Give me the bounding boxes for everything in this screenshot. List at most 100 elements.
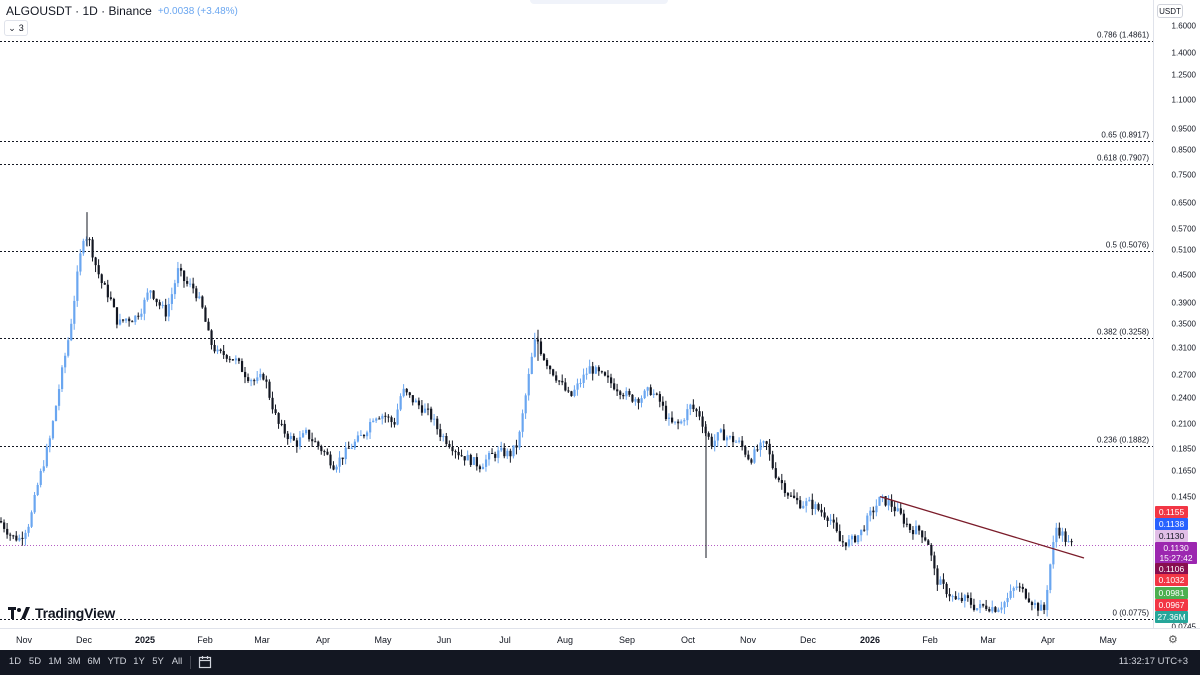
candle	[353, 439, 356, 450]
candle-body	[555, 375, 558, 381]
range-button-1y[interactable]: 1Y	[133, 656, 145, 667]
time-tick: Apr	[315, 635, 331, 645]
time-scale[interactable]: ⚙ Nov Dec 2025 Feb Mar Apr May Jun Jul Aug Sep Oct N…	[0, 628, 1200, 650]
time-tick: Apr	[1040, 635, 1056, 645]
candle	[228, 356, 231, 363]
candle-body	[869, 510, 872, 516]
candle-body	[289, 436, 292, 440]
candle	[1024, 588, 1027, 600]
candle-body	[948, 594, 951, 597]
candle	[667, 413, 671, 426]
candle	[271, 391, 274, 414]
candle	[765, 440, 768, 451]
price-tick: 1.2500	[1171, 70, 1196, 80]
candle	[411, 395, 414, 406]
candle-body	[219, 349, 222, 352]
candle	[109, 291, 112, 301]
candle	[390, 415, 393, 428]
candle	[149, 290, 152, 299]
candle	[854, 534, 857, 544]
candle-body	[338, 457, 341, 467]
candle-body	[823, 512, 826, 518]
candle-body	[655, 393, 658, 395]
candle-body	[857, 535, 860, 543]
candle-body	[0, 521, 3, 523]
candle-body	[100, 274, 103, 284]
candle	[933, 551, 936, 576]
candle-body	[1040, 604, 1043, 611]
candle	[930, 543, 933, 562]
price-label: 0.1032	[1155, 574, 1188, 586]
candle	[283, 420, 286, 438]
time-tick: 2025	[134, 635, 156, 645]
range-button-ytd[interactable]: YTD	[107, 656, 127, 667]
candle-body	[497, 450, 500, 458]
candle-body	[780, 480, 783, 484]
candle-body	[1070, 541, 1073, 543]
indicators-toggle[interactable]: ⌄ 3	[4, 20, 28, 36]
candle-body	[939, 579, 942, 585]
toolbar-handle[interactable]	[530, 0, 668, 4]
candlestick-chart[interactable]: 0.786 (1.4861) 0.65 (0.8917) 0.618 (0.7907…	[0, 0, 1153, 628]
candle	[954, 591, 957, 600]
candle	[9, 532, 12, 541]
candle-body	[411, 395, 414, 403]
gear-icon[interactable]: ⚙	[1168, 634, 1178, 646]
candle	[491, 448, 494, 455]
candle	[549, 365, 552, 375]
candle	[323, 449, 326, 456]
candle-body	[277, 413, 280, 424]
candle	[820, 503, 823, 517]
candle	[890, 494, 893, 512]
price-label-value: 0.1155	[1158, 507, 1185, 517]
utc-clock[interactable]: 11:32:17 UTC+3	[1118, 656, 1188, 667]
price-tick: 0.9500	[1171, 124, 1196, 133]
candle	[1027, 592, 1031, 603]
candle	[54, 405, 58, 422]
price-tick: 0.3500	[1171, 319, 1196, 329]
candle-body	[54, 405, 58, 422]
candle	[253, 378, 256, 386]
candle	[564, 378, 567, 392]
range-button-3m[interactable]: 3M	[67, 656, 81, 667]
candle-body	[6, 528, 9, 535]
candle	[793, 489, 796, 499]
chart-area[interactable]: 0.786 (1.4861) 0.65 (0.8917) 0.618 (0.7907…	[0, 0, 1153, 628]
candle	[51, 420, 55, 440]
candle-body	[192, 283, 195, 289]
range-button-6m[interactable]: 6M	[87, 656, 101, 667]
candle	[396, 403, 399, 426]
range-button-all[interactable]: All	[171, 656, 183, 667]
candle-body	[173, 283, 177, 295]
candle-body	[344, 447, 347, 460]
candle	[698, 406, 701, 421]
range-button-5y[interactable]: 5Y	[152, 656, 164, 667]
candle	[436, 416, 439, 435]
price-label-value: 27.36M	[1157, 612, 1186, 622]
candle-body	[960, 597, 963, 602]
candle-body	[619, 391, 622, 395]
candle	[344, 441, 347, 465]
symbol-title[interactable]: ALGOUSDT · 1D · Binance	[6, 4, 152, 18]
range-button-1m[interactable]: 1M	[48, 656, 62, 667]
currency-selector[interactable]: USDT	[1157, 4, 1183, 18]
candle-body	[878, 496, 881, 506]
candle	[460, 449, 463, 457]
candle	[539, 339, 543, 356]
candle	[579, 378, 582, 388]
candle	[335, 464, 338, 473]
candle-body	[152, 290, 155, 299]
candle	[796, 492, 799, 505]
range-button-1d[interactable]: 1D	[8, 656, 22, 667]
candle-body	[802, 505, 805, 509]
candle	[878, 496, 881, 506]
tradingview-logo[interactable]: TradingView	[8, 605, 115, 621]
candle	[750, 457, 753, 465]
candle	[561, 374, 564, 386]
time-tick: May	[374, 635, 392, 645]
candle	[640, 395, 643, 408]
candle-body	[280, 423, 283, 425]
range-button-5d[interactable]: 5D	[28, 656, 42, 667]
candle-body	[671, 417, 674, 423]
calendar-range-icon[interactable]	[198, 655, 212, 669]
